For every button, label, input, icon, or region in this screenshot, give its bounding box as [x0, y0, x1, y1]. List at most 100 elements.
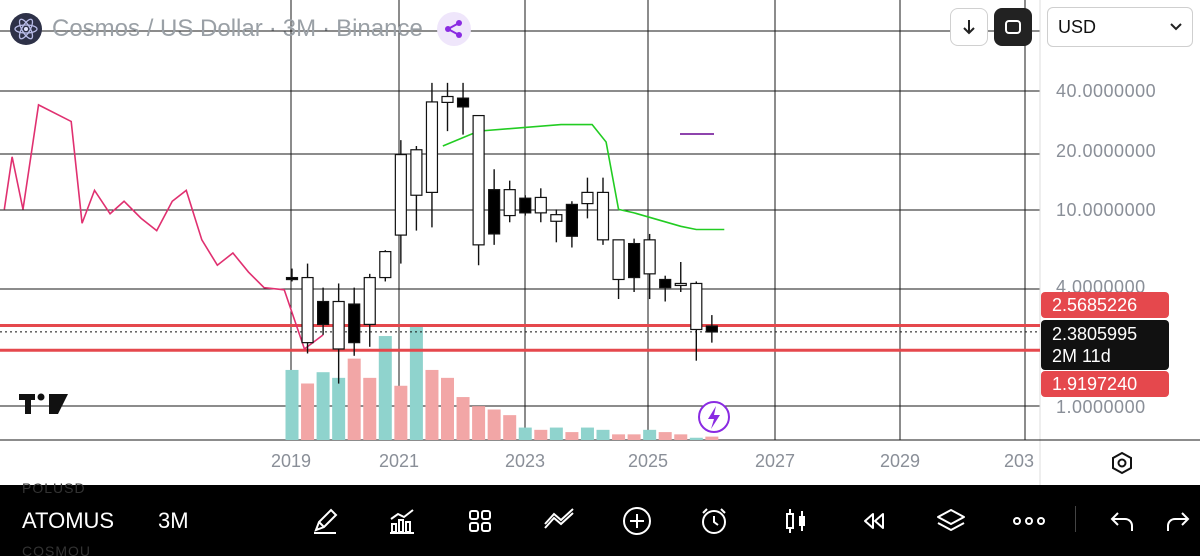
time-tick: 2025: [627, 451, 669, 471]
candle: [410, 146, 423, 231]
candle-body: [394, 153, 407, 236]
candle: [317, 287, 330, 335]
indicators-icon[interactable]: [383, 503, 419, 539]
candle-body: [317, 300, 330, 326]
volume-bar: [596, 429, 610, 440]
candle-body: [674, 282, 687, 287]
candle-body: [301, 276, 314, 344]
volume-bar: [689, 437, 703, 440]
layers-icon[interactable]: [933, 503, 969, 539]
ghost-symbol-bottom: COSMOU: [22, 543, 91, 556]
candle-body: [332, 300, 345, 350]
volume-bar: [441, 377, 454, 440]
volume-bars: [285, 327, 719, 440]
candle-body: [441, 95, 454, 104]
candle-body: [596, 191, 610, 241]
add-plus-icon[interactable]: [619, 503, 655, 539]
replay-icon[interactable]: [855, 503, 891, 539]
volume-bar: [456, 397, 470, 440]
bottom-symbol-selector[interactable]: ATOMUS: [22, 508, 115, 533]
candle: [425, 82, 439, 228]
currency-value: USD: [1058, 16, 1097, 37]
compare-icon[interactable]: [541, 503, 577, 539]
templates-grid-icon[interactable]: [462, 503, 498, 539]
tradingview-logo: [19, 393, 68, 414]
candle-body: [659, 278, 672, 289]
fullscreen-button[interactable]: [994, 8, 1032, 46]
candle-body: [565, 203, 579, 237]
candle: [472, 114, 485, 266]
chevron-down-icon: [1170, 23, 1182, 31]
price-tick: 20.0000000: [1056, 141, 1157, 161]
symbol-name: Cosmos / US Dollar: [52, 15, 263, 42]
candle-body: [643, 239, 656, 275]
volume-bar: [378, 336, 392, 440]
bottom-toolbar: [0, 485, 1200, 556]
candle: [363, 273, 376, 347]
candle: [659, 275, 672, 302]
candle: [690, 281, 703, 361]
candle-body: [612, 239, 625, 281]
price-tick: 1.0000000: [1056, 397, 1146, 417]
compare-line: [3, 103, 324, 351]
lower-level-badge: 1.9197240: [1041, 371, 1169, 397]
settings-hexagon-icon: [1112, 451, 1132, 475]
ghost-symbol-top: POLUSD: [22, 480, 86, 496]
candle-body: [363, 276, 376, 326]
chart-grid: [0, 0, 1200, 485]
volume-bar: [487, 409, 501, 440]
price-chart[interactable]: [0, 0, 1200, 485]
candle-body: [410, 149, 423, 196]
volume-bar: [518, 427, 532, 440]
volume-bar: [705, 436, 719, 440]
candle: [596, 177, 610, 245]
currency-select[interactable]: USD: [1047, 7, 1193, 47]
more-dots-icon[interactable]: [1011, 503, 1047, 539]
candle-body: [379, 250, 392, 279]
candle-body: [348, 303, 361, 344]
price-tick: 40.0000000: [1056, 81, 1157, 101]
bottom-interval-selector[interactable]: 3M: [158, 508, 189, 533]
candle: [705, 315, 718, 343]
redo-icon[interactable]: [1160, 503, 1196, 539]
horizontal-level-lines: [0, 323, 1040, 352]
moving-average-line: [442, 123, 725, 231]
volume-bar: [301, 383, 315, 440]
volume-bar: [534, 429, 548, 440]
time-tick: 2027: [754, 451, 796, 471]
candle-body: [690, 282, 703, 331]
arrow-down-icon: [963, 20, 975, 35]
candle: [674, 261, 687, 293]
candle: [488, 169, 501, 245]
chart-settings-button[interactable]: [1108, 449, 1136, 477]
time-tick: 2023: [504, 451, 546, 471]
share-icon[interactable]: [436, 12, 471, 46]
candle: [332, 283, 345, 384]
download-button[interactable]: [950, 8, 988, 46]
price-tick: 10.0000000: [1056, 200, 1157, 220]
candle: [348, 287, 361, 356]
candle: [441, 82, 454, 132]
lightning-event-icon[interactable]: [698, 401, 730, 433]
time-tick: 2029: [879, 451, 921, 471]
drawing-pen-icon[interactable]: [307, 503, 343, 539]
candle: [394, 140, 407, 264]
candle: [503, 180, 516, 223]
candle-body: [534, 196, 547, 214]
symbol-title[interactable]: Cosmos / US Dollar · 3M · Binance: [52, 15, 423, 42]
candle: [627, 238, 641, 293]
volume-bar: [332, 377, 346, 440]
toolbar-separator: [1075, 506, 1076, 532]
undo-icon[interactable]: [1104, 503, 1140, 539]
candle: [534, 188, 547, 223]
volume-bar: [565, 432, 579, 440]
alert-clock-icon[interactable]: [696, 503, 732, 539]
time-tick: 2021: [378, 451, 420, 471]
candle: [519, 195, 532, 216]
candle-style-icon[interactable]: [778, 503, 814, 539]
volume-bar: [409, 327, 423, 440]
candle: [565, 201, 579, 248]
candle-body: [488, 189, 501, 235]
candle-countdown: 2M 11d: [1052, 346, 1111, 366]
candle-body: [425, 101, 439, 193]
